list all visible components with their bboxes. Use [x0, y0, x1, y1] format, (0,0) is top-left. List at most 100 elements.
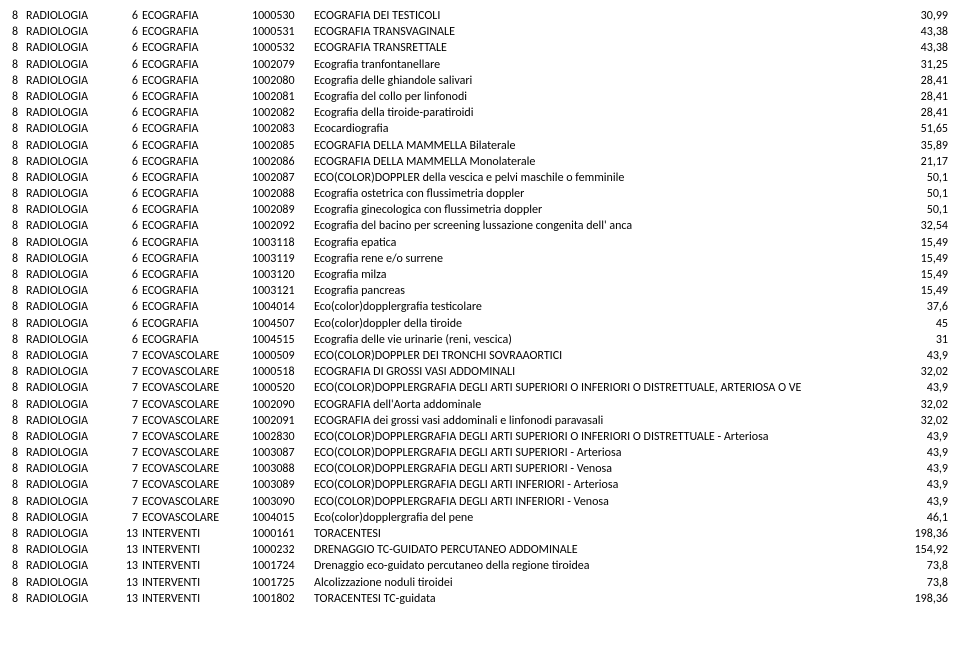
cell-c6: ECOGRAFIA dei grossi vasi addominali e l… — [314, 413, 894, 429]
cell-c1: 8 — [12, 348, 26, 364]
cell-c7: 154,92 — [894, 542, 948, 558]
cell-c2: RADIOLOGIA — [26, 542, 116, 558]
cell-c3: 6 — [116, 170, 142, 186]
cell-c5: 1002089 — [252, 202, 314, 218]
cell-c3: 13 — [116, 542, 142, 558]
cell-c4: ECOGRAFIA — [142, 105, 252, 121]
table-row: 8RADIOLOGIA7ECOVASCOLARE1000518ECOGRAFIA… — [12, 364, 948, 380]
cell-c3: 7 — [116, 429, 142, 445]
cell-c3: 6 — [116, 332, 142, 348]
cell-c3: 6 — [116, 57, 142, 73]
cell-c5: 1002092 — [252, 218, 314, 234]
cell-c4: ECOGRAFIA — [142, 8, 252, 24]
cell-c2: RADIOLOGIA — [26, 413, 116, 429]
cell-c1: 8 — [12, 299, 26, 315]
cell-c6: Ecografia della tiroide-paratiroidi — [314, 105, 894, 121]
cell-c6: ECOGRAFIA TRANSRETTALE — [314, 40, 894, 56]
table-row: 8RADIOLOGIA6ECOGRAFIA1002082Ecografia de… — [12, 105, 948, 121]
cell-c7: 73,8 — [894, 558, 948, 574]
cell-c7: 28,41 — [894, 89, 948, 105]
cell-c6: ECOGRAFIA DEI TESTICOLI — [314, 8, 894, 24]
cell-c2: RADIOLOGIA — [26, 235, 116, 251]
cell-c2: RADIOLOGIA — [26, 332, 116, 348]
cell-c7: 37,6 — [894, 299, 948, 315]
cell-c4: ECOGRAFIA — [142, 218, 252, 234]
cell-c2: RADIOLOGIA — [26, 154, 116, 170]
cell-c4: ECOGRAFIA — [142, 299, 252, 315]
table-row: 8RADIOLOGIA6ECOGRAFIA1002087ECO(COLOR)DO… — [12, 170, 948, 186]
cell-c2: RADIOLOGIA — [26, 445, 116, 461]
cell-c2: RADIOLOGIA — [26, 73, 116, 89]
cell-c6: ECO(COLOR)DOPPLER della vescica e pelvi … — [314, 170, 894, 186]
cell-c1: 8 — [12, 558, 26, 574]
cell-c4: ECOGRAFIA — [142, 138, 252, 154]
cell-c5: 1003090 — [252, 494, 314, 510]
cell-c2: RADIOLOGIA — [26, 218, 116, 234]
cell-c2: RADIOLOGIA — [26, 24, 116, 40]
cell-c4: ECOVASCOLARE — [142, 494, 252, 510]
cell-c7: 32,02 — [894, 364, 948, 380]
cell-c3: 13 — [116, 591, 142, 607]
cell-c5: 1003088 — [252, 461, 314, 477]
cell-c2: RADIOLOGIA — [26, 494, 116, 510]
cell-c4: ECOGRAFIA — [142, 267, 252, 283]
table-row: 8RADIOLOGIA13INTERVENTI1001725Alcolizzaz… — [12, 575, 948, 591]
cell-c3: 6 — [116, 283, 142, 299]
cell-c6: Ecografia ostetrica con flussimetria dop… — [314, 186, 894, 202]
cell-c5: 1002087 — [252, 170, 314, 186]
cell-c7: 28,41 — [894, 105, 948, 121]
table-row: 8RADIOLOGIA7ECOVASCOLARE1003090ECO(COLOR… — [12, 494, 948, 510]
cell-c3: 6 — [116, 218, 142, 234]
cell-c7: 43,9 — [894, 477, 948, 493]
cell-c7: 50,1 — [894, 186, 948, 202]
cell-c4: ECOVASCOLARE — [142, 413, 252, 429]
cell-c1: 8 — [12, 138, 26, 154]
cell-c6: Ecografia rene e/o surrene — [314, 251, 894, 267]
cell-c6: Eco(color)doppler della tiroide — [314, 316, 894, 332]
cell-c2: RADIOLOGIA — [26, 89, 116, 105]
cell-c1: 8 — [12, 397, 26, 413]
cell-c4: ECOVASCOLARE — [142, 348, 252, 364]
cell-c7: 31,25 — [894, 57, 948, 73]
cell-c7: 43,9 — [894, 429, 948, 445]
cell-c4: ECOGRAFIA — [142, 235, 252, 251]
cell-c7: 30,99 — [894, 8, 948, 24]
cell-c7: 73,8 — [894, 575, 948, 591]
cell-c6: Ecografia del bacino per screening lussa… — [314, 218, 894, 234]
table-row: 8RADIOLOGIA7ECOVASCOLARE1003087ECO(COLOR… — [12, 445, 948, 461]
cell-c1: 8 — [12, 316, 26, 332]
cell-c5: 1002082 — [252, 105, 314, 121]
cell-c3: 6 — [116, 235, 142, 251]
cell-c5: 1004515 — [252, 332, 314, 348]
cell-c5: 1002079 — [252, 57, 314, 73]
cell-c5: 1004015 — [252, 510, 314, 526]
cell-c1: 8 — [12, 542, 26, 558]
cell-c5: 1002085 — [252, 138, 314, 154]
cell-c7: 35,89 — [894, 138, 948, 154]
cell-c5: 1001802 — [252, 591, 314, 607]
cell-c7: 43,9 — [894, 348, 948, 364]
table-row: 8RADIOLOGIA6ECOGRAFIA1000531ECOGRAFIA TR… — [12, 24, 948, 40]
cell-c4: INTERVENTI — [142, 558, 252, 574]
procedure-table: 8RADIOLOGIA6ECOGRAFIA1000530ECOGRAFIA DE… — [12, 8, 948, 607]
cell-c7: 43,9 — [894, 445, 948, 461]
cell-c1: 8 — [12, 40, 26, 56]
cell-c1: 8 — [12, 73, 26, 89]
cell-c4: ECOGRAFIA — [142, 154, 252, 170]
cell-c6: Eco(color)dopplergrafia del pene — [314, 510, 894, 526]
table-row: 8RADIOLOGIA7ECOVASCOLARE1000520ECO(COLOR… — [12, 380, 948, 396]
cell-c6: ECO(COLOR)DOPPLER DEI TRONCHI SOVRAAORTI… — [314, 348, 894, 364]
cell-c2: RADIOLOGIA — [26, 397, 116, 413]
cell-c2: RADIOLOGIA — [26, 429, 116, 445]
cell-c6: ECO(COLOR)DOPPLERGRAFIA DEGLI ARTI INFER… — [314, 494, 894, 510]
cell-c1: 8 — [12, 364, 26, 380]
cell-c7: 15,49 — [894, 235, 948, 251]
cell-c1: 8 — [12, 186, 26, 202]
cell-c7: 21,17 — [894, 154, 948, 170]
cell-c3: 13 — [116, 558, 142, 574]
cell-c7: 43,9 — [894, 461, 948, 477]
table-row: 8RADIOLOGIA6ECOGRAFIA1002081Ecografia de… — [12, 89, 948, 105]
cell-c2: RADIOLOGIA — [26, 510, 116, 526]
cell-c3: 6 — [116, 186, 142, 202]
cell-c6: ECOGRAFIA DELLA MAMMELLA Bilaterale — [314, 138, 894, 154]
